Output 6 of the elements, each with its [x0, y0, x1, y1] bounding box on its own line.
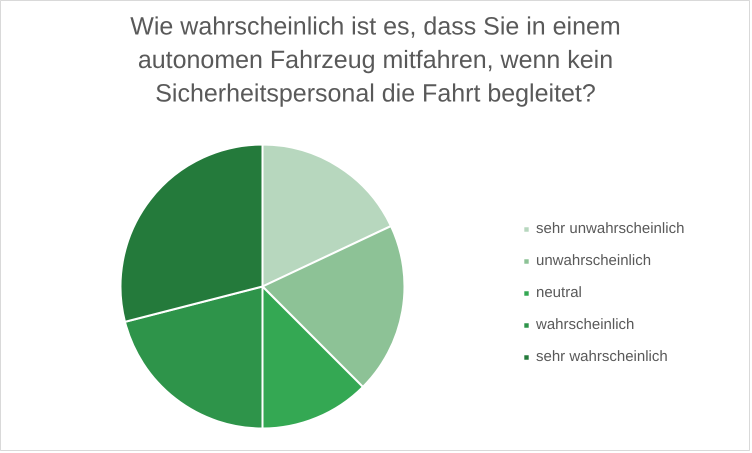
legend-label: wahrscheinlich [536, 316, 634, 333]
legend-label: sehr unwahrscheinlich [536, 220, 684, 237]
legend-label: unwahrscheinlich [536, 252, 652, 269]
legend-label: neutral [536, 284, 582, 301]
chart-title: Wie wahrscheinlich ist es, dass Sie in einem autonomen Fahrzeug mitfahren, wenn kein Sicherheitspersonal die Fahrt begleitet? [130, 12, 621, 108]
legend-label: sehr wahrscheinlich [536, 348, 668, 365]
